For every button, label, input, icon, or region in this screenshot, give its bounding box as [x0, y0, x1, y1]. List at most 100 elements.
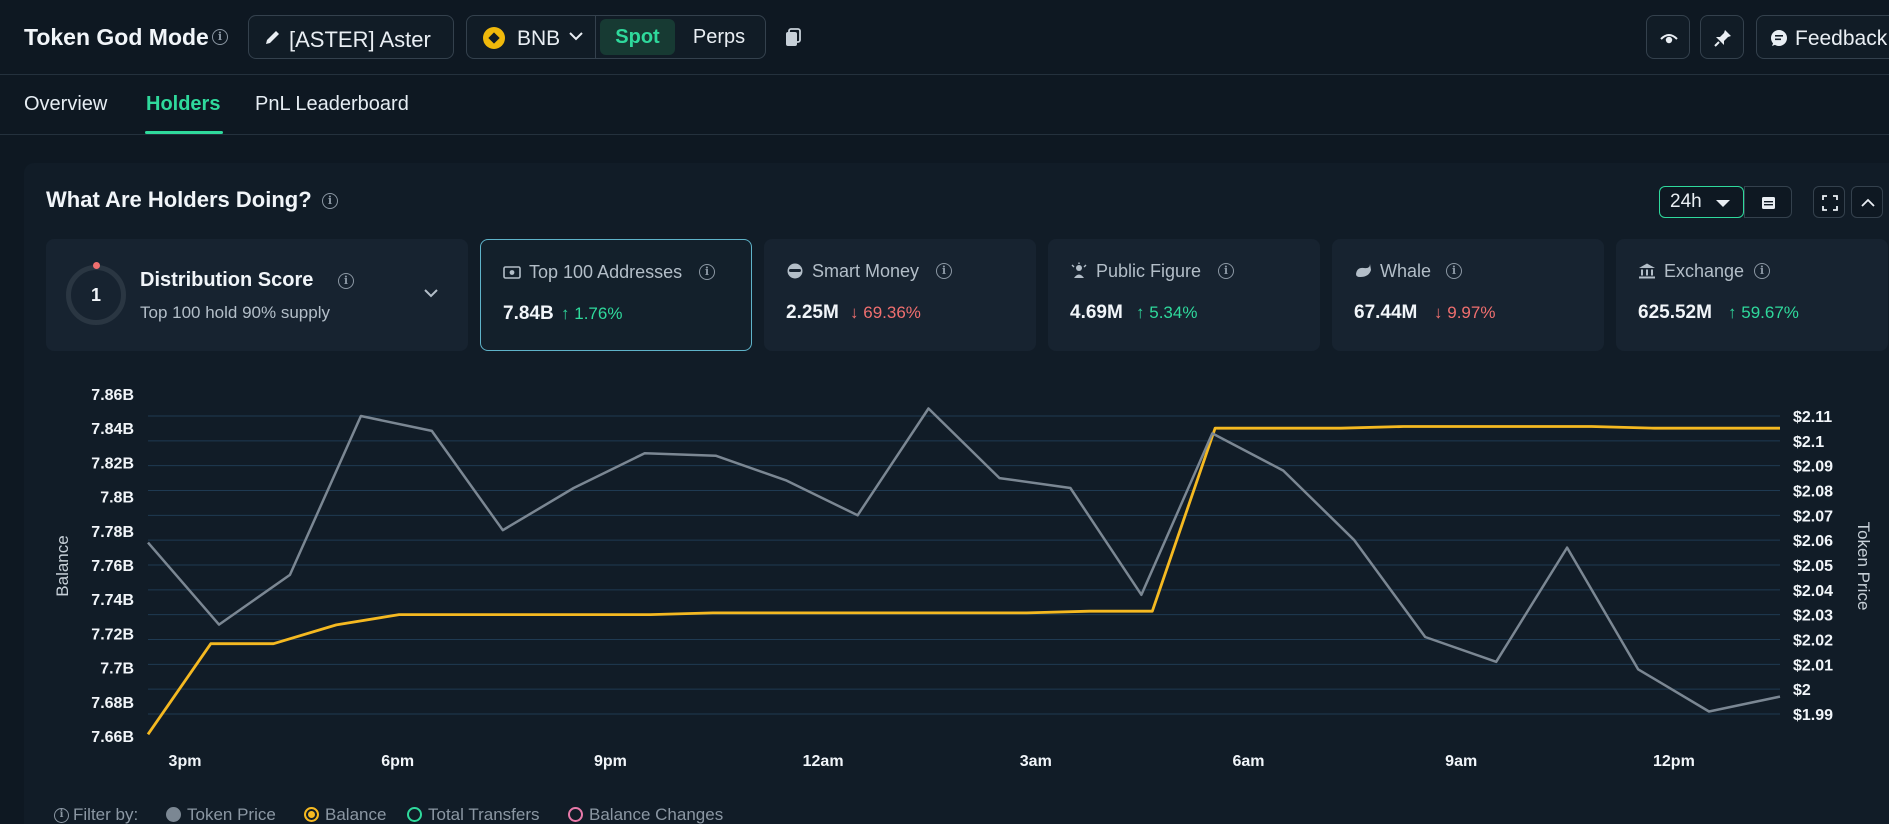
filter-balance[interactable]: Balance — [304, 805, 386, 824]
card-value: 67.44M — [1354, 302, 1418, 323]
x-tick-label: 12pm — [1653, 753, 1695, 770]
perps-button[interactable]: Perps — [692, 26, 746, 48]
spy-icon — [787, 263, 803, 279]
info-icon[interactable]: i — [1754, 263, 1770, 279]
chain-name: BNB — [517, 27, 561, 50]
filter-token-price[interactable]: Token Price — [166, 805, 276, 824]
y2-tick-label: $2.07 — [1793, 508, 1833, 525]
card-value: 7.84B — [503, 303, 554, 324]
card-whale[interactable]: Whale i 67.44M ↓ 9.97% — [1332, 239, 1604, 351]
distribution-score-subtitle: Top 100 hold 90% supply — [140, 303, 330, 322]
token-name: [ASTER] Aster — [289, 27, 431, 52]
card-label: Exchange — [1664, 261, 1745, 281]
card-public-figure[interactable]: Public Figure i 4.69M ↑ 5.34% — [1048, 239, 1320, 351]
pin-button[interactable] — [1700, 15, 1744, 59]
y2-tick-label: $2.05 — [1793, 558, 1833, 575]
y-tick-label: 7.66B — [91, 729, 134, 746]
x-tick-label: 12am — [803, 753, 844, 770]
divider — [595, 16, 596, 58]
distribution-score-value: 1 — [90, 285, 101, 305]
card-label: Smart Money — [812, 261, 920, 281]
card-value: 4.69M — [1070, 302, 1123, 323]
x-tick-label: 3am — [1020, 753, 1052, 770]
expand-icon — [1822, 195, 1838, 211]
filter-total-transfers[interactable]: Total Transfers — [407, 805, 540, 824]
distribution-score-title: Distribution Score — [140, 269, 314, 291]
whale-icon — [1356, 264, 1371, 277]
spot-button[interactable]: Spot — [600, 19, 675, 55]
y2-tick-label: $2.09 — [1793, 459, 1833, 476]
token-price-line — [147, 407, 1781, 713]
chat-icon — [1771, 30, 1787, 46]
card-smart-money[interactable]: Smart Money i 2.25M ↓ 69.36% — [764, 239, 1036, 351]
feedback-label: Feedback — [1795, 27, 1888, 50]
card-value: 625.52M — [1638, 302, 1712, 323]
filter-label: i Filter by: — [54, 805, 138, 824]
token-selector-button[interactable]: [ASTER] Aster — [248, 15, 454, 59]
info-icon[interactable]: i — [1218, 263, 1234, 279]
holders-balance-chart[interactable]: $1.99 $2 $2.01 $2.02 $2.03 $2.04 $2.05 $2.06 $2.… — [0, 370, 1889, 770]
info-icon[interactable]: i — [699, 264, 715, 280]
y-tick-label: 7.82B — [91, 455, 134, 472]
filter-balance-changes[interactable]: Balance Changes — [568, 805, 723, 824]
y-tick-label: 7.68B — [91, 695, 134, 712]
tab-bar: Overview Holders PnL Leaderboard — [0, 76, 1889, 135]
x-tick-label: 6am — [1232, 753, 1264, 770]
caret-down-icon — [1716, 200, 1730, 207]
y-tick-label: 7.74B — [91, 592, 134, 609]
app-title: Token God Mode — [24, 24, 209, 50]
info-icon[interactable]: i — [1446, 263, 1462, 279]
card-change: ↑ 59.67% — [1728, 303, 1799, 322]
score-indicator — [93, 262, 100, 269]
pin-icon — [1714, 30, 1731, 47]
info-icon[interactable]: i — [212, 29, 228, 45]
info-icon[interactable]: i — [338, 273, 354, 289]
card-exchange[interactable]: Exchange i 625.52M ↑ 59.67% — [1616, 239, 1888, 351]
bnb-logo-icon — [483, 27, 505, 49]
eye-icon — [1660, 34, 1678, 44]
chain-market-group: BNB Spot Perps — [466, 15, 766, 59]
public-figure-icon — [1071, 262, 1087, 278]
filter-dot — [304, 807, 319, 822]
y-tick-label: 7.86B — [91, 387, 134, 404]
card-change: ↑ 5.34% — [1136, 303, 1198, 322]
card-label: Public Figure — [1096, 261, 1202, 281]
x-tick-label: 6pm — [381, 753, 414, 770]
card-change: ↓ 9.97% — [1434, 303, 1496, 322]
card-change: ↓ 69.36% — [850, 303, 921, 322]
x-tick-label: 9pm — [594, 753, 627, 770]
tab-holders[interactable]: Holders — [146, 93, 221, 115]
watch-button[interactable] — [1646, 15, 1690, 59]
y-tick-label: 7.76B — [91, 558, 134, 575]
info-icon[interactable]: i — [322, 193, 338, 209]
calendar-button[interactable] — [1744, 186, 1792, 218]
info-icon[interactable]: i — [936, 263, 952, 279]
panel-title: What Are Holders Doing? — [46, 187, 312, 212]
chevron-down-icon[interactable] — [422, 284, 440, 302]
y2-tick-label: $2.03 — [1793, 608, 1833, 625]
y2-tick-label: $2.1 — [1793, 434, 1824, 451]
card-change: ↑ 1.76% — [561, 304, 623, 323]
y-tick-label: 7.78B — [91, 524, 134, 541]
calendar-icon — [1762, 197, 1775, 209]
info-icon: i — [54, 808, 69, 824]
tab-pnl-leaderboard[interactable]: PnL Leaderboard — [255, 93, 409, 115]
copy-icon[interactable] — [785, 28, 802, 47]
collapse-button[interactable] — [1851, 186, 1883, 218]
y2-tick-label: $2.02 — [1793, 633, 1833, 650]
cash-icon — [503, 266, 521, 279]
feedback-button[interactable]: Feedback — [1756, 15, 1889, 59]
distribution-score-card[interactable]: 1 Distribution Score i Top 100 hold 90% … — [46, 239, 468, 351]
chain-selector[interactable]: BNB — [467, 16, 595, 58]
fullscreen-button[interactable] — [1813, 186, 1845, 218]
filter-dot — [568, 807, 583, 822]
y-axis-label: Balance — [53, 535, 72, 596]
y-tick-label: 7.72B — [91, 626, 134, 643]
card-top-100-addresses[interactable]: Top 100 Addresses i 7.84B ↑ 1.76% — [480, 239, 752, 351]
y2-tick-label: $2.04 — [1793, 583, 1833, 600]
active-tab-indicator — [145, 131, 223, 134]
period-select[interactable]: 24h — [1659, 186, 1744, 218]
y-tick-label: 7.8B — [100, 490, 134, 507]
tab-overview[interactable]: Overview — [24, 93, 108, 115]
y2-tick-label: $2.01 — [1793, 657, 1833, 674]
